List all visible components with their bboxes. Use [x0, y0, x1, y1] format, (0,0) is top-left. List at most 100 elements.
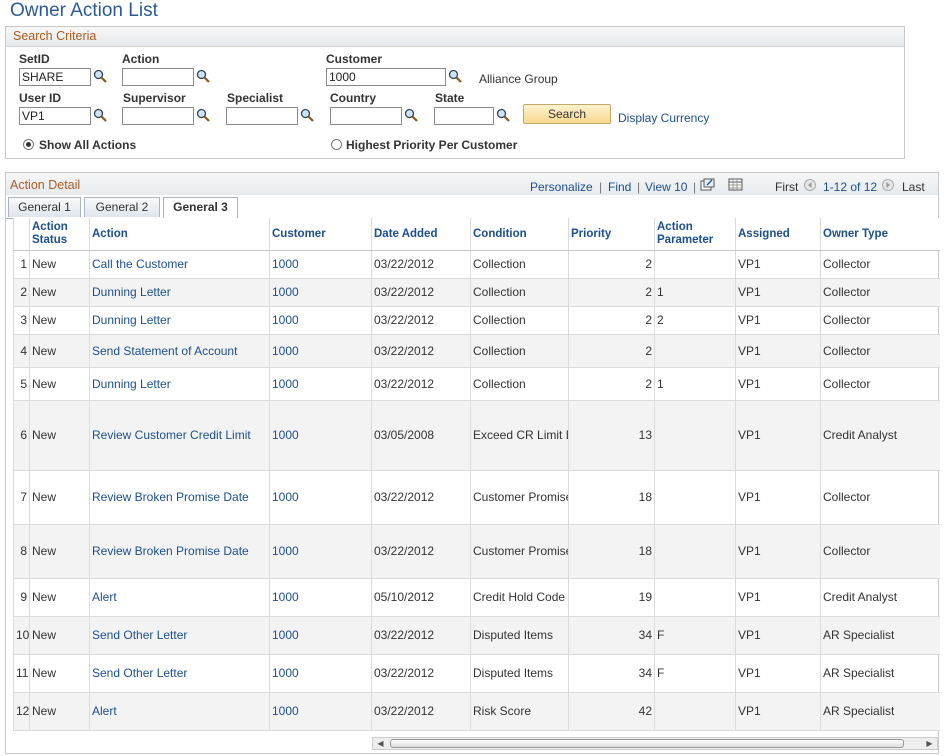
action-link[interactable]: Call the Customer — [92, 257, 189, 271]
scroll-right-icon[interactable]: ▶ — [926, 739, 933, 748]
action-link[interactable]: Review Broken Promise Date — [92, 490, 249, 504]
country-input[interactable] — [330, 107, 402, 125]
customer-lookup-icon[interactable] — [448, 69, 462, 83]
action-link[interactable]: Send Other Letter — [92, 666, 188, 680]
state-input[interactable] — [434, 107, 494, 125]
cell-action-status: New — [29, 334, 90, 368]
country-lookup-icon[interactable] — [404, 108, 418, 122]
customer-link[interactable]: 1000 — [272, 428, 299, 442]
customer-link[interactable]: 1000 — [272, 376, 299, 391]
col-header-condition[interactable]: Condition — [470, 218, 569, 251]
cell-action-status: New — [29, 367, 90, 401]
tab-general-3[interactable]: General 3 — [163, 197, 238, 218]
display-currency-link[interactable]: Display Currency — [618, 111, 710, 125]
customer-link[interactable]: 1000 — [272, 628, 299, 642]
customer-link[interactable]: 1000 — [272, 285, 299, 299]
cell-row-number: 8 — [13, 524, 30, 579]
cell-customer-link: 1000 — [269, 367, 372, 401]
table-row: 1 New Call the Customer 1000 03/22/2012 Colle… — [13, 250, 940, 279]
setid-input[interactable] — [19, 68, 91, 86]
col-header-owner-type[interactable]: Owner Type — [820, 218, 940, 251]
cell-owner-type: Collector — [820, 278, 940, 307]
action-link[interactable]: Alert — [92, 704, 117, 718]
cell-owner-type: Collector — [820, 334, 940, 368]
col-header-assigned[interactable]: Assigned — [735, 218, 821, 251]
action-link[interactable]: Review Broken Promise Date — [92, 544, 249, 558]
cell-assigned: VP1 — [735, 470, 821, 525]
cell-assigned: VP1 — [735, 616, 821, 655]
userid-input[interactable] — [19, 107, 91, 125]
customer-link[interactable]: 1000 — [272, 343, 299, 358]
find-link[interactable]: Find — [608, 180, 632, 194]
cell-action-link: Review Broken Promise Date — [89, 524, 270, 579]
tab-general-2[interactable]: General 2 — [84, 197, 160, 217]
cell-owner-type: AR Specialist — [820, 654, 940, 693]
first-label[interactable]: First — [775, 180, 799, 194]
action-detail-grid: Action Status Action Customer Date Added… — [13, 218, 940, 731]
cell-action-parameter: F — [654, 616, 736, 655]
specialist-input[interactable] — [226, 107, 298, 125]
action-link[interactable]: Send Other Letter — [92, 628, 188, 642]
action-input[interactable] — [122, 68, 194, 86]
state-lookup-icon[interactable] — [496, 108, 510, 122]
col-header-action[interactable]: Action — [89, 218, 270, 251]
next-arrow-icon[interactable] — [882, 179, 894, 191]
last-label[interactable]: Last — [902, 180, 925, 194]
col-header-customer[interactable]: Customer — [269, 218, 372, 251]
customer-link[interactable]: 1000 — [272, 490, 299, 504]
specialist-lookup-icon[interactable] — [300, 108, 314, 122]
horizontal-scrollbar[interactable]: ◀ ▶ — [372, 737, 938, 750]
cell-customer-link: 1000 — [269, 578, 372, 617]
scroll-left-icon[interactable]: ◀ — [377, 739, 384, 748]
show-all-actions-radio[interactable] — [23, 139, 34, 150]
customer-input[interactable] — [326, 68, 446, 86]
page-title: Owner Action List — [10, 0, 158, 21]
cell-date-added: 03/22/2012 — [371, 367, 471, 401]
action-link[interactable]: Dunning Letter — [92, 285, 171, 299]
new-window-icon[interactable] — [700, 178, 715, 191]
col-header-date-added[interactable]: Date Added — [371, 218, 471, 251]
col-header-action-status[interactable]: Action Status — [29, 218, 90, 251]
table-row: 12 New Alert 1000 03/22/2012 Risk Score 42 VP1 A… — [13, 692, 940, 731]
action-lookup-icon[interactable] — [196, 69, 210, 83]
cell-customer-link: 1000 — [269, 400, 372, 471]
cell-priority: 13 — [568, 400, 655, 471]
view-all-link[interactable]: View 10 — [645, 180, 688, 194]
previous-arrow-icon[interactable] — [804, 179, 816, 191]
cell-condition: Customer Promise Date Broken — [470, 524, 569, 579]
customer-link[interactable]: 1000 — [272, 666, 299, 680]
personalize-link[interactable]: Personalize — [530, 180, 593, 194]
cell-owner-type: Collector — [820, 470, 940, 525]
grid-header-row: Action Status Action Customer Date Added… — [13, 218, 940, 251]
customer-link[interactable]: 1000 — [272, 257, 299, 271]
search-button[interactable]: Search — [523, 104, 611, 124]
cell-condition: Credit Hold Code Exists — [470, 578, 569, 617]
cell-date-added: 03/22/2012 — [371, 616, 471, 655]
customer-link[interactable]: 1000 — [272, 590, 299, 604]
customer-link[interactable]: 1000 — [272, 313, 299, 327]
supervisor-input[interactable] — [122, 107, 194, 125]
userid-lookup-icon[interactable] — [93, 108, 107, 122]
col-header-action-parameter[interactable]: Action Parameter — [654, 218, 736, 251]
cell-owner-type: Credit Analyst — [820, 400, 940, 471]
setid-lookup-icon[interactable] — [93, 69, 107, 83]
tab-general-1[interactable]: General 1 — [8, 197, 81, 217]
highest-priority-radio[interactable] — [331, 139, 342, 150]
scrollbar-thumb[interactable] — [390, 739, 904, 748]
supervisor-lookup-icon[interactable] — [196, 108, 210, 122]
show-all-actions-label: Show All Actions — [39, 138, 137, 152]
row-range: 1-12 of 12 — [823, 180, 878, 194]
customer-link[interactable]: 1000 — [272, 704, 299, 718]
col-header-priority[interactable]: Priority — [568, 218, 655, 251]
customer-link[interactable]: 1000 — [272, 544, 299, 558]
action-link[interactable]: Send Statement of Account — [92, 343, 238, 358]
action-link[interactable]: Alert — [92, 590, 117, 604]
cell-row-number: 7 — [13, 470, 30, 525]
action-link[interactable]: Dunning Letter — [92, 313, 171, 327]
cell-action-link: Dunning Letter — [89, 278, 270, 307]
cell-assigned: VP1 — [735, 400, 821, 471]
cell-condition: Collection — [470, 334, 569, 368]
action-link[interactable]: Dunning Letter — [92, 376, 171, 391]
action-link[interactable]: Review Customer Credit Limit — [92, 428, 251, 442]
download-grid-icon[interactable] — [728, 178, 743, 191]
